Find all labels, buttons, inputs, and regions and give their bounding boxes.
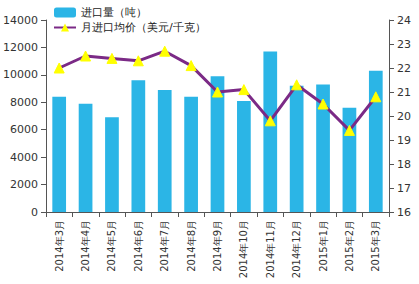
svg-text:10000: 10000 [3,68,38,81]
svg-text:2014年9月: 2014年9月 [212,220,223,272]
svg-text:2015年1月: 2015年1月 [318,220,329,272]
svg-text:4000: 4000 [10,151,38,164]
svg-text:2014年12月: 2014年12月 [291,220,302,278]
svg-text:17: 17 [397,182,411,195]
svg-text:2014年10月: 2014年10月 [238,220,249,278]
svg-text:8000: 8000 [10,96,38,109]
svg-text:0: 0 [31,206,38,219]
svg-text:18: 18 [397,158,411,171]
svg-text:12000: 12000 [3,41,38,54]
svg-text:21: 21 [397,86,411,99]
svg-text:20: 20 [397,110,411,123]
svg-text:2014年11月: 2014年11月 [265,220,276,278]
svg-text:2014年5月: 2014年5月 [106,220,117,272]
svg-text:16: 16 [397,206,411,219]
svg-text:2014年3月: 2014年3月 [54,220,65,272]
svg-text:2014年7月: 2014年7月 [159,220,170,272]
svg-text:2015年3月: 2015年3月 [370,220,381,272]
svg-text:6000: 6000 [10,123,38,136]
svg-text:2014年8月: 2014年8月 [186,220,197,272]
svg-text:23: 23 [397,38,411,51]
svg-text:进口量（吨）: 进口量（吨） [81,6,147,19]
svg-text:22: 22 [397,62,411,75]
svg-text:月进口均价（美元/千克）: 月进口均价（美元/千克） [81,21,206,34]
svg-text:2000: 2000 [10,178,38,191]
svg-text:24: 24 [397,14,411,27]
svg-text:14000: 14000 [3,14,38,27]
svg-text:19: 19 [397,134,411,147]
svg-text:2014年4月: 2014年4月 [80,220,91,272]
svg-text:2015年2月: 2015年2月 [344,220,355,272]
svg-text:2014年6月: 2014年6月 [133,220,144,272]
